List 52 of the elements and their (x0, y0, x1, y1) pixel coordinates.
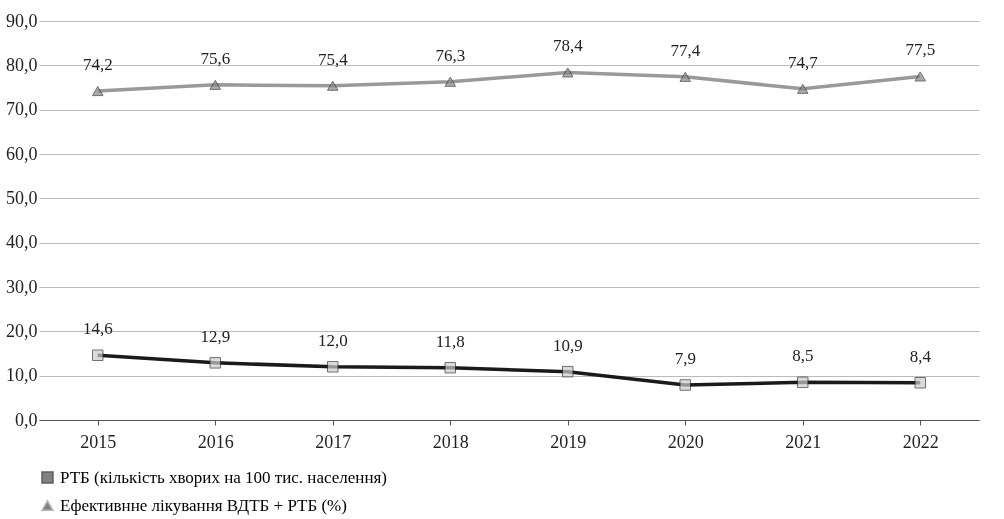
y-tick-label: 70,0 (6, 99, 38, 120)
data-label: 74,2 (82, 55, 113, 75)
y-tick-label: 20,0 (6, 320, 38, 341)
point (209, 357, 221, 369)
point (209, 79, 221, 90)
y-tick-label: 0,0 (15, 409, 38, 430)
data-label: 77,5 (905, 40, 936, 60)
point (679, 379, 691, 391)
y-tick-label: 50,0 (6, 187, 38, 208)
data-label: 12,0 (317, 330, 348, 350)
data-label: 75,4 (317, 49, 349, 69)
data-label: 77,4 (670, 40, 701, 60)
data-label: 12,9 (200, 326, 231, 346)
point (327, 361, 339, 373)
point (797, 376, 809, 389)
point (679, 71, 691, 82)
point (327, 80, 339, 91)
point (914, 377, 926, 389)
data-label: 11,8 (435, 331, 465, 351)
point (797, 83, 809, 94)
data-label: 75,6 (200, 48, 231, 68)
legend-label: Ефективнне лікування ВДТБ + РТБ (%) (60, 495, 347, 515)
data-label: 7,9 (674, 348, 696, 368)
point (562, 67, 574, 78)
x-tick-label: 2019 (550, 431, 587, 452)
data-label: 76,3 (435, 45, 466, 65)
legend-label: РТБ (кількість хворих на 100 тис. населення) (60, 467, 388, 487)
x-tick-label: 2022 (902, 431, 939, 452)
y-tick-label: 80,0 (6, 54, 38, 75)
point (92, 86, 104, 97)
y-tick-label: 90,0 (6, 10, 38, 31)
point (92, 349, 104, 362)
data-label: 8,4 (909, 346, 932, 366)
x-tick-label: 2018 (432, 431, 469, 452)
y-tick-label: 60,0 (6, 143, 38, 164)
data-label: 78,4 (552, 36, 584, 56)
y-tick-label: 10,0 (6, 365, 38, 386)
data-label: 8,5 (792, 346, 814, 366)
point (562, 365, 574, 378)
data-label: 10,9 (552, 335, 583, 355)
y-tick-label: 40,0 (6, 232, 38, 253)
x-tick-label: 2015 (80, 431, 117, 452)
x-tick-label: 2020 (667, 431, 704, 452)
x-tick-label: 2017 (315, 431, 352, 452)
data-label: 14,6 (82, 319, 113, 339)
x-tick-label: 2016 (197, 431, 234, 452)
point (914, 71, 926, 82)
point (444, 76, 456, 87)
data-label: 74,7 (787, 52, 819, 72)
x-tick-label: 2021 (785, 431, 822, 452)
y-tick-label: 30,0 (6, 276, 38, 297)
point (444, 361, 456, 374)
